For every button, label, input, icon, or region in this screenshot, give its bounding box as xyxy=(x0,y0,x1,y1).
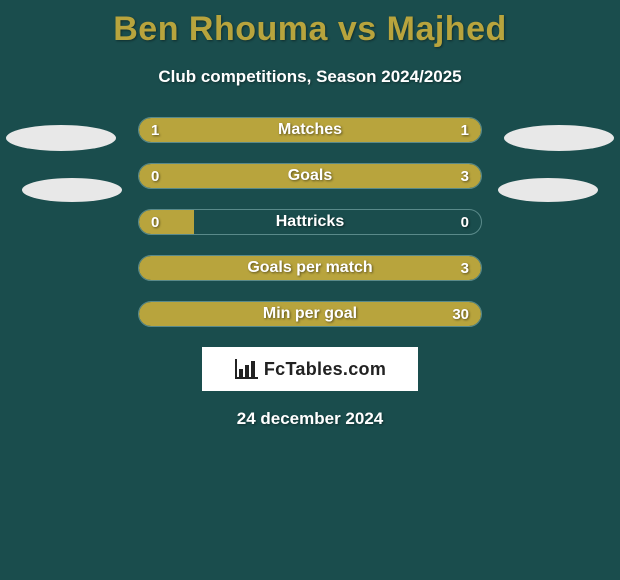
page-title: Ben Rhouma vs Majhed xyxy=(0,0,620,49)
player-left-oval-top xyxy=(6,125,116,151)
date-text: 24 december 2024 xyxy=(0,409,620,429)
stat-bar-min-per-goal: Min per goal 30 xyxy=(138,301,482,327)
stat-bar-goals-per-match: Goals per match 3 xyxy=(138,255,482,281)
bar-label: Goals xyxy=(139,164,481,188)
bar-label: Hattricks xyxy=(139,210,481,234)
bar-chart-icon xyxy=(234,359,258,379)
player-left-oval-bottom xyxy=(22,178,122,202)
player-right-oval-bottom xyxy=(498,178,598,202)
bar-value-right: 30 xyxy=(452,302,469,326)
page-subtitle: Club competitions, Season 2024/2025 xyxy=(0,67,620,87)
bar-value-right: 3 xyxy=(461,256,469,280)
brand-text: FcTables.com xyxy=(264,359,386,380)
player-right-oval-top xyxy=(504,125,614,151)
stat-bars: 1 Matches 1 0 Goals 3 0 Hattricks 0 Goal… xyxy=(138,117,482,327)
stat-bar-matches: 1 Matches 1 xyxy=(138,117,482,143)
bar-value-right: 0 xyxy=(461,210,469,234)
bar-label: Matches xyxy=(139,118,481,142)
brand-box: FcTables.com xyxy=(202,347,418,391)
bar-label: Goals per match xyxy=(139,256,481,280)
stat-bar-goals: 0 Goals 3 xyxy=(138,163,482,189)
bar-value-right: 1 xyxy=(461,118,469,142)
bar-label: Min per goal xyxy=(139,302,481,326)
stat-bar-hattricks: 0 Hattricks 0 xyxy=(138,209,482,235)
bar-value-right: 3 xyxy=(461,164,469,188)
